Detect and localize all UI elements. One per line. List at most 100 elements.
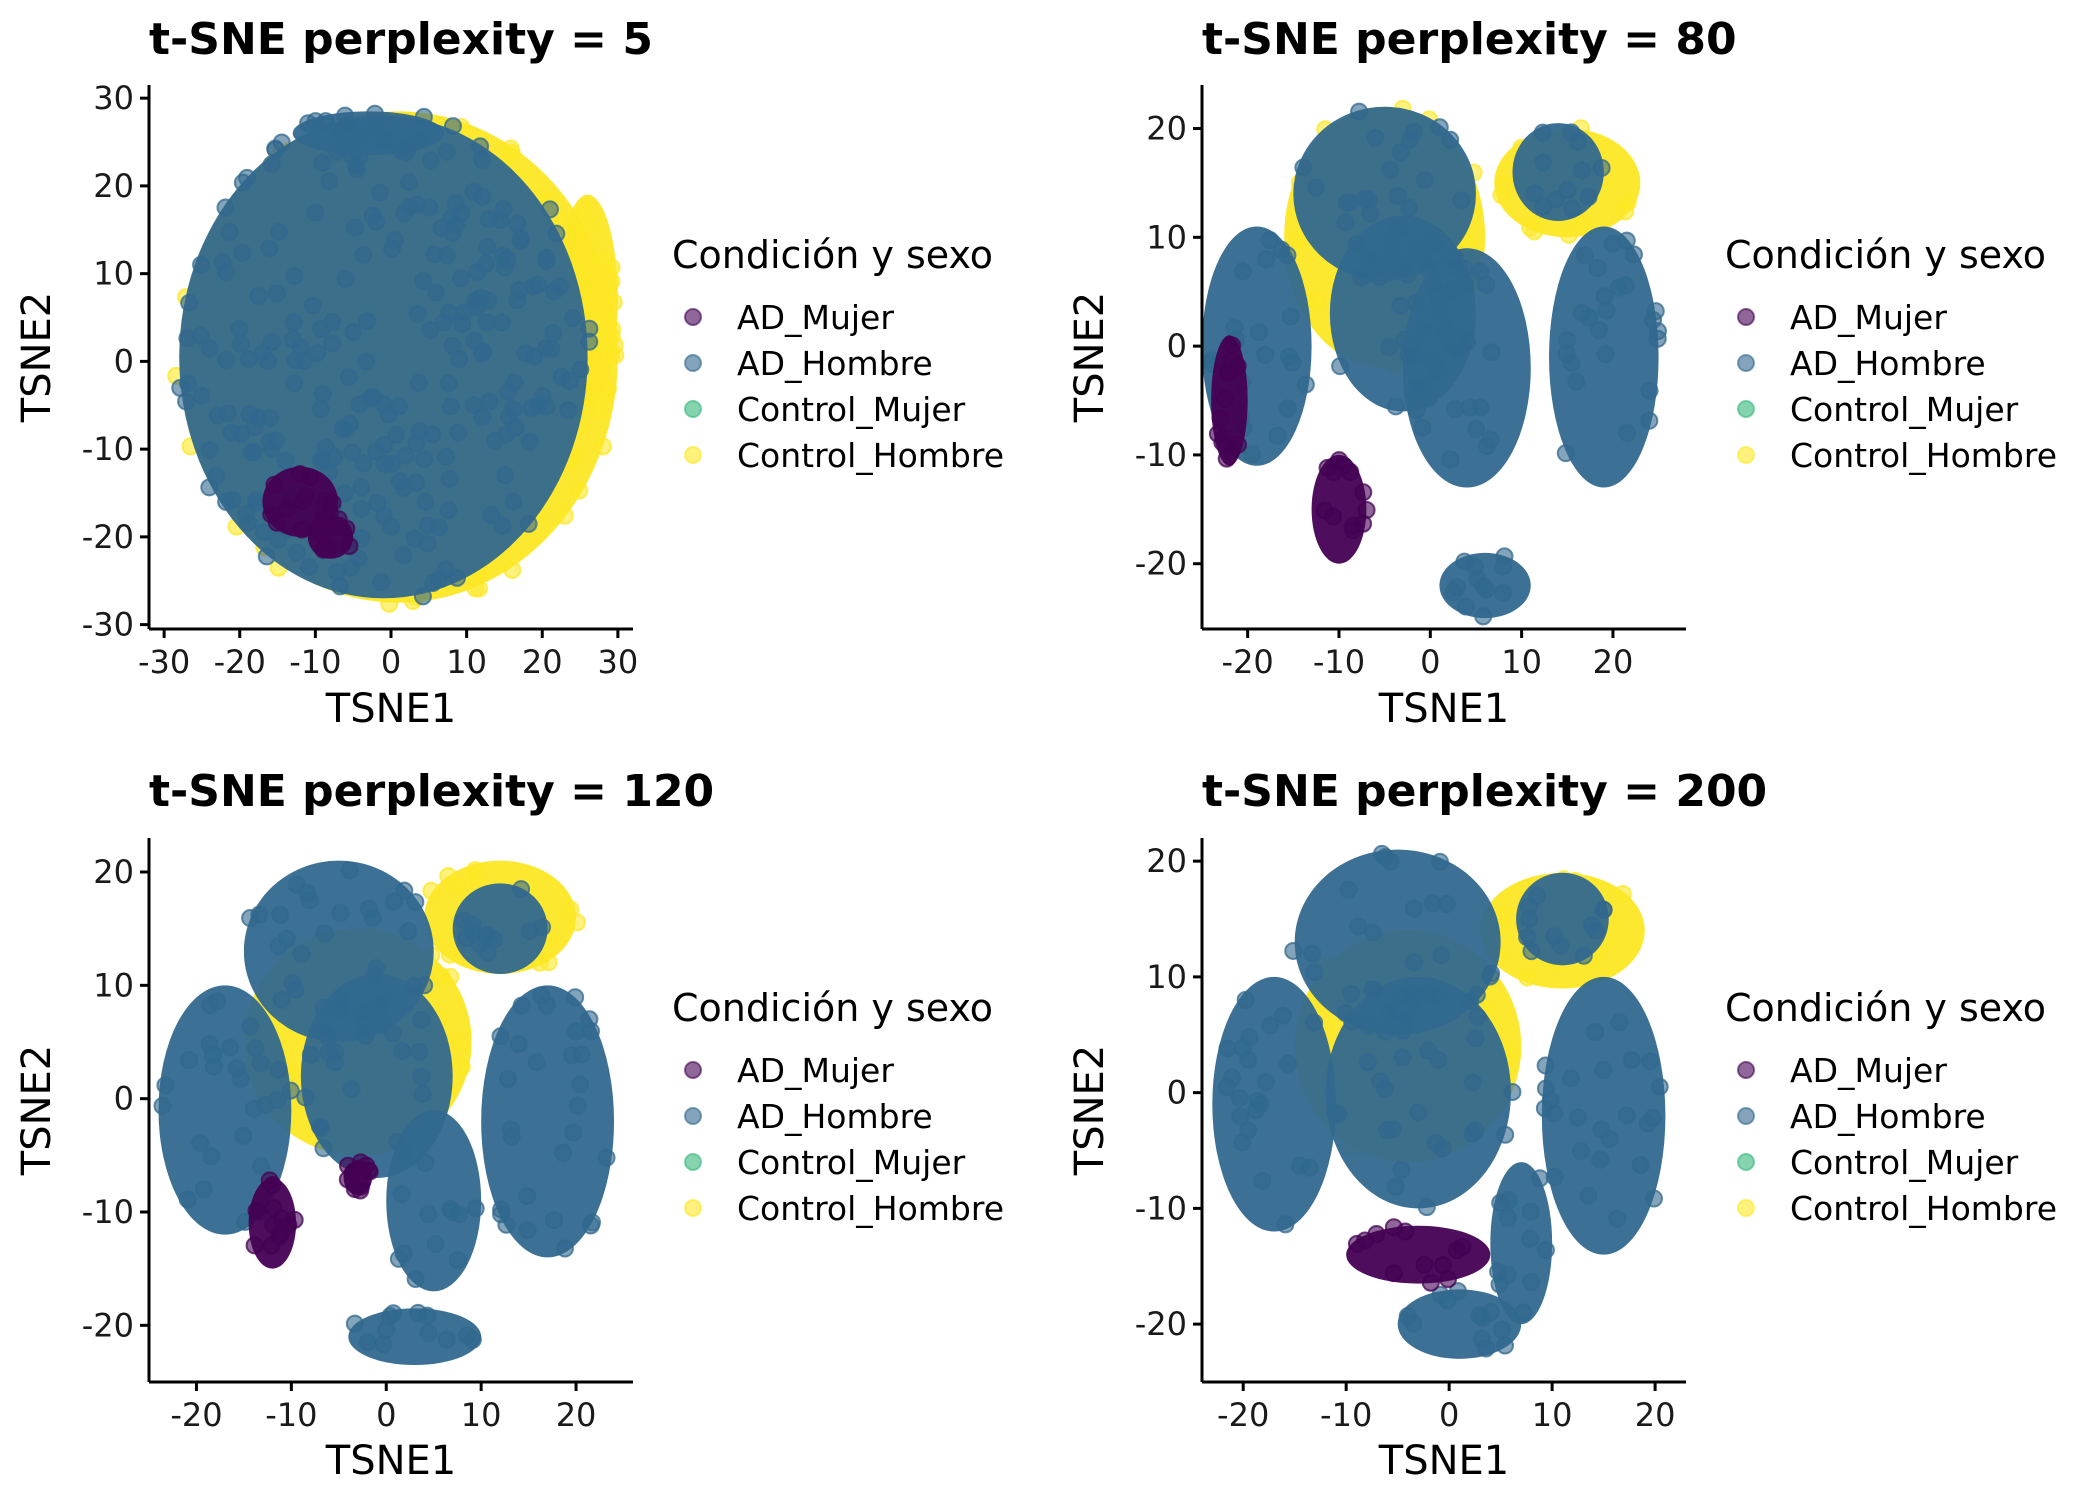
point-ad-hombre	[566, 1022, 585, 1041]
point-ad-hombre	[1471, 262, 1490, 281]
point-control-hombre	[580, 252, 599, 271]
point-ad-hombre	[554, 1143, 573, 1162]
legend: Condición y sexo AD_Mujer AD_Hombre Cont…	[672, 986, 1004, 1228]
legend-key-control-mujer	[684, 1153, 702, 1171]
x-tick-label: -10	[289, 643, 341, 681]
y-tick-label: -10	[82, 430, 134, 468]
point-ad-hombre	[1573, 161, 1592, 180]
point-ad-hombre	[491, 1027, 510, 1046]
point-ad-hombre	[332, 991, 351, 1010]
point-ad-hombre	[358, 1333, 377, 1352]
point-ad-hombre	[1496, 1336, 1515, 1355]
point-ad-hombre	[1273, 1006, 1292, 1025]
point-ad-hombre	[388, 1132, 407, 1151]
point-ad-hombre	[1624, 245, 1643, 264]
point-ad-hombre	[1640, 381, 1659, 400]
point-ad-hombre	[1294, 158, 1313, 177]
point-ad-hombre	[306, 203, 325, 222]
point-ad-hombre	[508, 291, 527, 310]
point-ad-hombre	[597, 1148, 616, 1167]
legend-label-control-hombre: Control_Hombre	[737, 1189, 1004, 1228]
point-ad-mujer	[267, 513, 286, 532]
x-tick-label: -10	[1313, 643, 1365, 681]
point-ad-hombre	[559, 401, 578, 420]
point-ad-hombre	[1425, 278, 1444, 297]
point-ad-hombre	[180, 293, 199, 312]
point-ad-hombre	[367, 212, 386, 231]
point-ad-hombre	[1562, 123, 1581, 142]
point-ad-hombre	[306, 112, 325, 131]
point-ad-hombre	[326, 1043, 345, 1062]
point-ad-hombre	[179, 1051, 198, 1070]
point-control-hombre	[593, 437, 612, 456]
x-tick-label: 10	[1501, 643, 1542, 681]
point-ad-hombre	[406, 1270, 425, 1289]
point-ad-hombre	[1586, 1022, 1605, 1041]
legend-key-ad-hombre	[1737, 1107, 1755, 1125]
point-ad-hombre	[331, 904, 350, 923]
point-ad-hombre	[1218, 1039, 1237, 1058]
point-ad-mujer	[1208, 424, 1227, 443]
legend-label-ad-hombre: AD_Hombre	[1790, 1097, 1986, 1136]
point-ad-hombre	[537, 251, 556, 270]
x-axis-label: TSNE1	[1378, 686, 1509, 732]
point-ad-hombre	[494, 199, 513, 218]
point-ad-mujer	[314, 526, 333, 545]
point-ad-hombre	[312, 319, 331, 338]
point-ad-hombre	[1575, 246, 1594, 265]
point-ad-hombre	[191, 326, 210, 345]
point-ad-hombre	[1463, 1073, 1482, 1092]
point-ad-hombre	[178, 1190, 197, 1209]
point-ad-mujer	[1367, 1225, 1386, 1244]
point-ad-hombre	[239, 513, 258, 532]
point-ad-hombre	[156, 1076, 175, 1095]
point-control-hombre	[555, 506, 574, 525]
point-ad-hombre	[1477, 436, 1496, 455]
point-control-hombre	[580, 288, 599, 307]
point-ad-hombre	[308, 343, 327, 362]
y-tick-label: 0	[114, 1080, 134, 1118]
point-ad-hombre	[260, 239, 279, 258]
point-ad-mujer	[1453, 1237, 1472, 1256]
point-ad-mujer	[1354, 514, 1373, 533]
point-ad-hombre	[1230, 1089, 1249, 1108]
point-ad-hombre	[405, 529, 424, 548]
point-ad-hombre	[492, 313, 511, 332]
point-ad-hombre	[356, 352, 375, 371]
point-ad-hombre	[1284, 941, 1303, 960]
point-ad-hombre	[1404, 1314, 1423, 1333]
point-ad-hombre	[1399, 345, 1418, 364]
point-ad-hombre	[208, 992, 227, 1011]
point-ad-hombre	[1610, 1013, 1629, 1032]
point-ad-hombre	[313, 153, 332, 172]
point-ad-hombre	[1223, 1068, 1242, 1087]
point-ad-hombre	[1305, 963, 1324, 982]
point-ad-hombre	[397, 143, 416, 162]
point-ad-hombre	[352, 478, 371, 497]
point-ad-hombre	[262, 155, 281, 174]
point-ad-hombre	[463, 1330, 482, 1349]
point-ad-hombre	[239, 350, 258, 369]
point-ad-hombre	[1477, 1339, 1496, 1358]
legend-item-control-hombre: Control_Hombre	[1737, 436, 2057, 475]
point-ad-hombre	[281, 1081, 300, 1100]
legend-item-ad-hombre: AD_Hombre	[684, 344, 933, 383]
point-ad-hombre	[357, 312, 376, 331]
point-ad-hombre	[1490, 1275, 1509, 1294]
point-ad-hombre	[1404, 953, 1423, 972]
point-ad-hombre	[1276, 1215, 1295, 1234]
point-ad-hombre	[519, 514, 538, 533]
scatter-points	[153, 860, 616, 1365]
point-ad-hombre	[511, 231, 530, 250]
point-ad-hombre	[1336, 213, 1355, 232]
point-ad-hombre	[374, 1335, 393, 1354]
point-ad-hombre	[394, 1244, 413, 1263]
x-tick-label: -10	[1320, 1396, 1372, 1434]
point-ad-hombre	[1572, 303, 1591, 322]
point-ad-mujer	[1315, 501, 1334, 520]
legend-item-ad-mujer: AD_Mujer	[684, 298, 894, 337]
scatter-points	[1212, 844, 1669, 1359]
legend-key-control-hombre	[684, 446, 702, 464]
point-ad-hombre	[1250, 323, 1269, 342]
point-ad-hombre	[1268, 426, 1287, 445]
